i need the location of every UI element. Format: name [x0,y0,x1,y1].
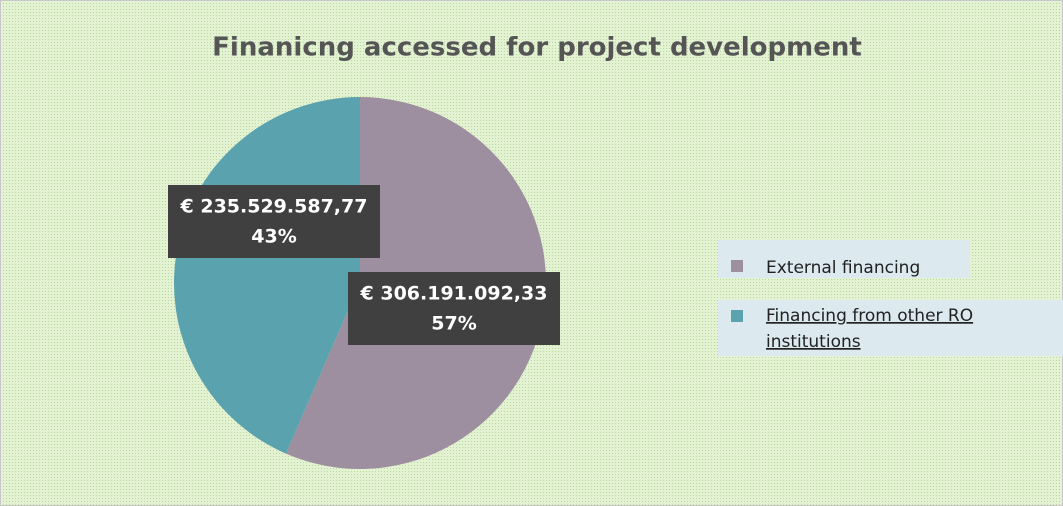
data-label-box [348,272,560,345]
legend-marker [731,310,743,322]
chart-title: Finanicng accessed for project developme… [212,33,862,63]
data-label: 43% [251,226,296,248]
data-label: € 306.191.092,33 [360,283,548,305]
legend-label-line: Financing from other RO [766,306,973,326]
legend-box [718,300,1063,356]
legend-box [718,240,970,278]
data-label-box [168,185,380,258]
data-label: 57% [431,313,476,335]
legend-marker [731,260,743,272]
legend-label: External financing [766,258,920,278]
data-label: € 235.529.587,77 [180,196,368,218]
legend-label-line: institutions [766,332,861,352]
legend-label: Financing from other RO institutions [766,306,973,352]
